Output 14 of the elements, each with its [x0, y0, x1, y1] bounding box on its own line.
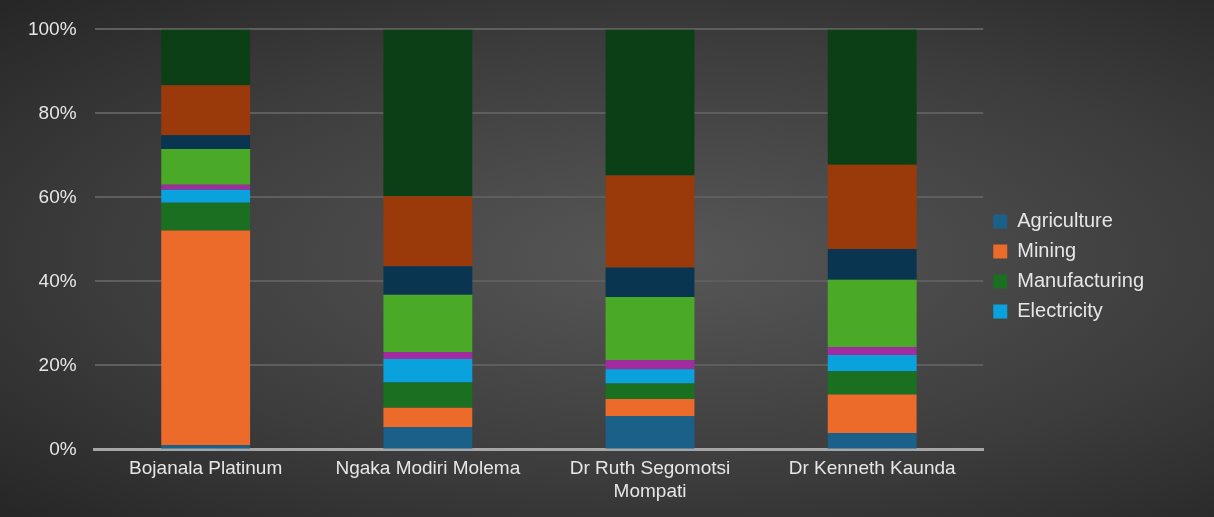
y-tick-label: 100%	[27, 17, 77, 39]
y-tick-label: 60%	[38, 185, 77, 207]
y-tick-label: 80%	[38, 101, 77, 123]
legend-label: Electricity	[1017, 299, 1103, 322]
y-tick-label: 20%	[38, 353, 77, 375]
y-tick-label: 0%	[49, 437, 77, 459]
y-tick-label: 40%	[38, 269, 77, 291]
x-tick-label: Bojanala Platinum	[129, 457, 283, 479]
legend-label: Manufacturing	[1017, 269, 1145, 292]
x-tick-label: Dr Ruth Segomotsi Mompati	[569, 457, 731, 501]
x-tick-label: Dr Kenneth Kaunda	[788, 457, 957, 479]
legend-label: Mining	[1017, 239, 1077, 262]
x-tick-label: Ngaka Modiri Molema	[335, 457, 521, 479]
legend-label: Agriculture	[1017, 209, 1113, 232]
